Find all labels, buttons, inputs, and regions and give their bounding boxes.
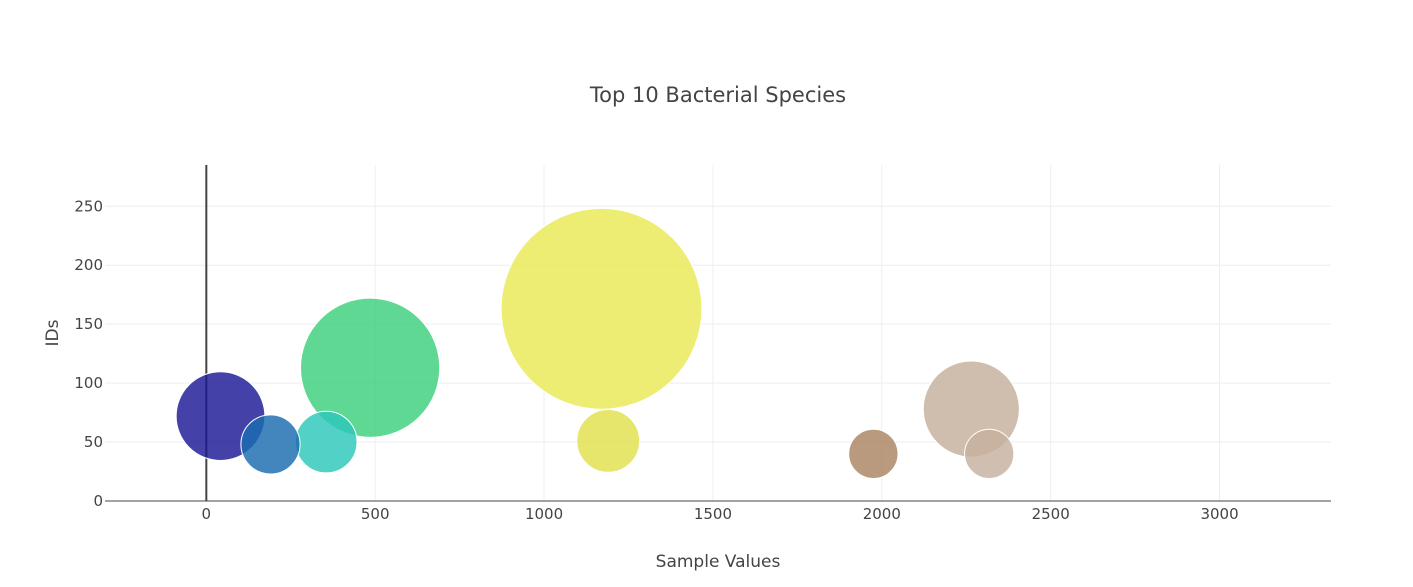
y-axis-title: IDs: [43, 319, 63, 346]
x-tick-label: 1000: [525, 505, 563, 523]
x-tick-label: 3000: [1200, 505, 1238, 523]
tick-labels: 0 500 1000 1500 2000 2500 3000 0 50 100 150 200 250: [74, 197, 1238, 523]
x-tick-label: 500: [361, 505, 390, 523]
axes: [105, 500, 1331, 502]
bubble-point[interactable]: [240, 414, 301, 475]
y-tick-label: 200: [74, 256, 103, 274]
bubble-point[interactable]: [964, 428, 1015, 479]
y-tick-label: 100: [74, 374, 103, 392]
chart-title: Top 10 Bacterial Species: [589, 83, 846, 107]
bubble-point[interactable]: [500, 207, 703, 410]
y-tick-label: 250: [74, 197, 103, 215]
x-tick-label: 2500: [1032, 505, 1070, 523]
y-tick-label: 150: [74, 315, 103, 333]
bubble-point[interactable]: [294, 410, 358, 474]
x-tick-label: 2000: [863, 505, 901, 523]
bubble-point[interactable]: [848, 428, 899, 479]
x-tick-label: 1500: [694, 505, 732, 523]
bubble-point[interactable]: [576, 408, 641, 473]
y-tick-label: 50: [84, 433, 103, 451]
bubbles: [175, 207, 1020, 479]
y-tick-label: 0: [93, 492, 103, 510]
x-tick-label: 0: [202, 505, 212, 523]
bubble-point[interactable]: [300, 297, 441, 438]
x-axis-title: Sample Values: [656, 552, 781, 572]
